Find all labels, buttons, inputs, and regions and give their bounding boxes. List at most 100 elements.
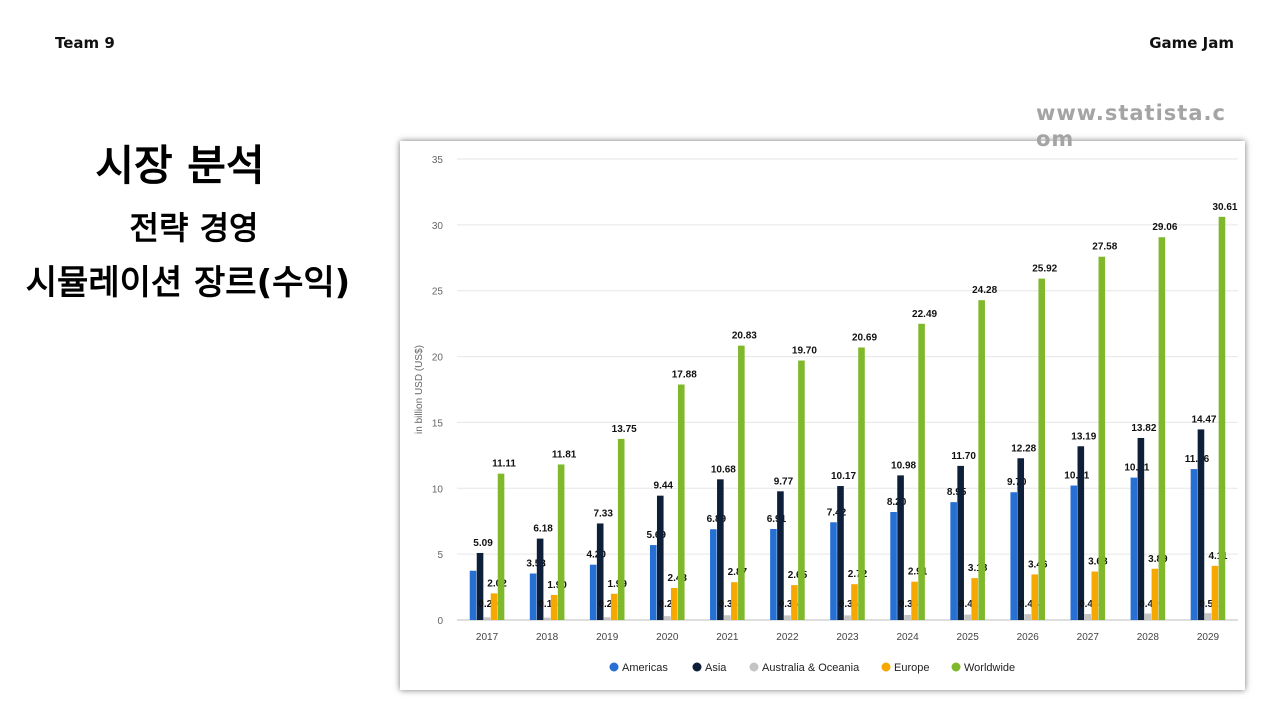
data-label: 14.47 [1191,414,1216,425]
y-tick-label: 10 [432,484,444,495]
data-label: 9.77 [774,476,794,487]
legend-marker [951,662,961,672]
bar-europe-2025 [971,578,978,620]
x-tick-label: 2024 [896,632,919,643]
data-label: 30.61 [1212,202,1237,213]
data-label: 6.18 [533,524,553,535]
data-label: 11.81 [552,449,577,460]
bar-asia-2022 [777,491,784,620]
bar-asia-2025 [957,465,964,620]
x-tick-label: 2023 [836,632,859,643]
event-label: Game Jam [1149,34,1234,52]
legend-entry[interactable]: Americas [622,662,668,674]
data-label: 6.91 [767,514,787,525]
bar-asia-2017 [476,552,484,620]
bar-europe-2028 [1151,568,1159,620]
bar-europe-2026 [1031,574,1039,620]
y-tick-label: 30 [432,221,444,232]
legend-entry[interactable]: Australia & Oceania [762,662,860,674]
bar-americas-2019 [589,564,597,620]
bar-worldwide-2027 [1098,256,1106,620]
bar-europe-2021 [731,582,738,620]
bar-worldwide-2019 [617,438,625,620]
slide-subtitle-genre: 시뮬레이션 장르(수익) [25,263,351,303]
data-label: 11.70 [951,451,976,462]
bar-australia-oceania-2027 [1084,613,1092,620]
bar-americas-2018 [529,573,537,620]
x-tick-label: 2027 [1077,632,1100,643]
data-label: 10.81 [1124,463,1149,474]
data-label: 10.68 [711,464,736,475]
bar-asia-2020 [656,495,664,620]
data-label: 4.20 [586,550,606,561]
data-label: 11.46 [1185,454,1210,465]
data-label: 12.28 [1011,443,1036,454]
bar-worldwide-2021 [738,345,745,620]
data-label: 1.99 [607,579,627,590]
legend-entry[interactable]: Asia [705,662,727,674]
data-label: 5.09 [473,538,493,549]
bar-australia-oceania-2026 [1024,614,1032,620]
x-tick-label: 2022 [776,632,799,643]
bar-americas-2029 [1190,469,1198,620]
data-label: 2.02 [487,578,507,589]
bar-americas-2028 [1130,477,1138,620]
data-label: 2.87 [728,567,748,578]
y-tick-label: 5 [437,550,443,561]
data-label: 3.68 [1088,557,1108,568]
x-tick-label: 2017 [476,632,499,643]
bar-worldwide-2025 [978,300,985,620]
x-tick-label: 2028 [1137,632,1160,643]
bar-americas-2017 [469,570,477,620]
bar-australia-oceania-2025 [964,614,971,620]
data-label: 0.46 [1079,599,1099,610]
data-label: 2.91 [908,567,928,578]
y-tick-label: 0 [437,616,443,627]
data-label: 3.18 [968,563,988,574]
data-label: 0.35 [839,599,859,610]
bar-europe-2018 [550,594,558,620]
x-tick-label: 2026 [1017,632,1040,643]
bar-asia-2028 [1137,437,1145,620]
bar-americas-2024 [890,511,897,620]
legend-entry[interactable]: Worldwide [964,662,1015,674]
data-label: 7.42 [827,507,847,518]
data-label: 17.88 [672,369,697,380]
bar-australia-oceania-2023 [844,615,851,620]
data-label: 13.19 [1071,431,1096,442]
bar-europe-2024 [911,581,918,620]
data-label: 3.89 [1148,554,1168,565]
bar-europe-2020 [670,587,678,620]
y-tick-label: 35 [432,155,444,166]
data-label: 0.36 [719,599,739,610]
y-tick-label: 20 [432,353,444,364]
legend-marker [692,662,702,672]
bar-worldwide-2023 [858,347,865,620]
bar-americas-2023 [830,522,837,620]
bar-europe-2029 [1211,565,1219,620]
bar-asia-2024 [897,475,904,620]
data-label: 7.33 [593,508,613,519]
data-label: 9.44 [654,481,674,492]
data-label: 3.53 [526,559,546,570]
data-label: 29.06 [1152,222,1177,233]
legend-marker [609,662,619,672]
data-label: 0.21 [598,599,618,610]
data-label: 13.82 [1131,423,1156,434]
bar-worldwide-2029 [1218,216,1226,620]
bar-americas-2026 [1010,492,1018,620]
data-label: 10.17 [831,471,856,482]
bar-worldwide-2020 [677,384,685,620]
data-label: 20.69 [852,332,877,343]
bar-asia-2023 [837,486,844,620]
data-label: 0.29 [659,599,679,610]
bar-europe-2022 [791,585,798,620]
bar-australia-oceania-2028 [1144,613,1152,620]
x-tick-label: 2029 [1197,632,1220,643]
legend-entry[interactable]: Europe [894,662,929,674]
data-label: 6.89 [707,514,727,525]
y-tick-label: 25 [432,287,444,298]
data-label: 0.35 [779,599,799,610]
x-tick-label: 2021 [716,632,739,643]
bar-australia-oceania-2022 [784,615,791,620]
